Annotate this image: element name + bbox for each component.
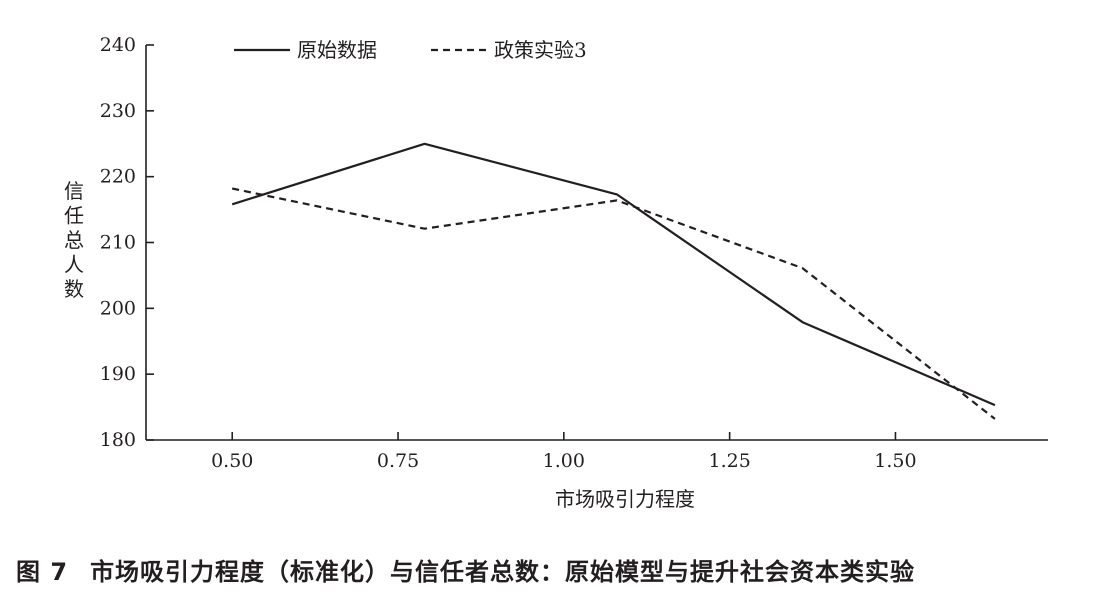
x-tick-label: 1.50	[874, 450, 916, 472]
x-tick-label: 0.50	[211, 450, 253, 472]
y-tick-label: 180	[100, 429, 136, 451]
y-axis-title-char: 信	[64, 179, 84, 203]
y-tick-label: 200	[100, 297, 136, 319]
legend-label: 政策实验3	[494, 38, 587, 62]
x-axis-title: 市场吸引力程度	[555, 487, 695, 511]
y-axis-title-char: 人	[64, 253, 84, 277]
line-chart: 180 190 200 210 220 230 240 0.50 0.75 1.00 1.25 1.…	[64, 34, 1048, 511]
legend-label: 原始数据	[297, 38, 377, 62]
y-tick-label: 230	[100, 100, 136, 122]
y-tick-label: 240	[100, 34, 136, 56]
y-tick-label: 190	[100, 363, 136, 385]
series-layer	[231, 142, 996, 420]
y-axis-title-char: 总	[64, 228, 84, 252]
y-tick-label: 210	[100, 232, 136, 254]
x-axis-title-text: 市场吸引力程度	[555, 487, 695, 511]
x-tick-label: 1.00	[543, 450, 585, 472]
figure-caption-text: 市场吸引力程度（标准化）与信任者总数：原始模型与提升社会资本类实验	[90, 558, 916, 586]
figure-number: 图 7	[16, 558, 69, 586]
legend: 原始数据 政策实验3	[234, 38, 587, 62]
y-axis-title-char: 数	[64, 277, 84, 301]
series-line-policy-experiment-3	[231, 187, 996, 420]
x-tick-label: 1.25	[708, 450, 750, 472]
figure-caption: 图 7 市场吸引力程度（标准化）与信任者总数：原始模型与提升社会资本类实验	[16, 552, 915, 587]
x-tick-label: 0.75	[377, 450, 419, 472]
x-ticks: 0.50 0.75 1.00 1.25 1.50	[211, 432, 917, 472]
y-ticks: 180 190 200 210 220 230 240	[100, 34, 154, 451]
y-axis-title-char: 任	[64, 204, 84, 228]
axes	[145, 45, 1048, 441]
series-line-original-data	[231, 142, 996, 407]
y-tick-label: 220	[100, 166, 136, 188]
